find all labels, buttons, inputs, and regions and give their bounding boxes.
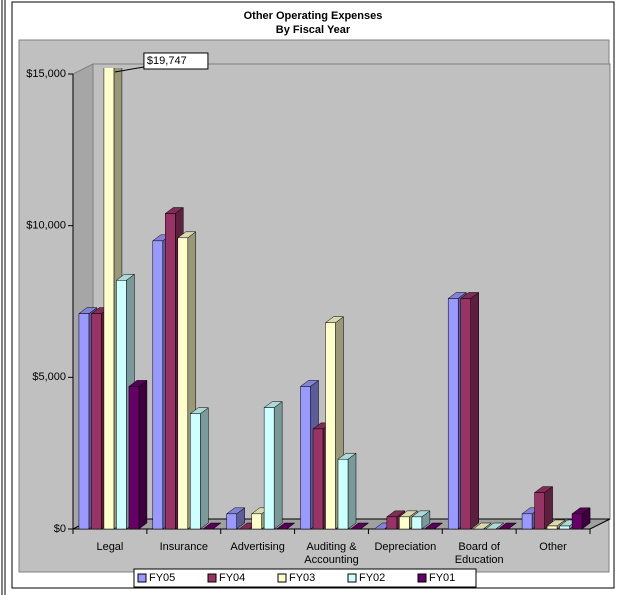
bar-side [273, 401, 283, 530]
bar [447, 298, 459, 530]
x-tick-label: Other [539, 541, 567, 553]
value-label: $19,747 [147, 55, 187, 67]
bar [91, 313, 102, 530]
bar [534, 492, 545, 530]
legend-swatch [417, 573, 427, 583]
y-tick-label: $10,000 [26, 220, 66, 232]
bar-top [484, 522, 505, 530]
bar [411, 516, 423, 530]
y-tick-label: $5,000 [32, 371, 66, 383]
legend-label: FY03 [289, 572, 315, 584]
legend-swatch [277, 573, 287, 583]
bar [386, 516, 398, 530]
bar [190, 413, 201, 530]
bar [546, 525, 558, 530]
bars [78, 68, 591, 530]
callout-box [143, 52, 209, 70]
callout-line [114, 66, 145, 73]
bar [128, 386, 140, 530]
bar [165, 213, 176, 530]
y-tick-label: $15,000 [26, 68, 66, 80]
bar [571, 513, 583, 530]
x-tick-label: Auditing & Accounting [304, 541, 359, 566]
bar-top [202, 522, 222, 530]
bar-top [349, 522, 370, 530]
legend-label: FY05 [149, 572, 175, 584]
legend-label: FY01 [429, 572, 455, 584]
legend: FY05 FY04 FY03 FY02 FY01 [133, 568, 477, 588]
legend-box [133, 568, 477, 588]
bar [103, 68, 115, 530]
legend-swatch [347, 573, 357, 583]
bar [559, 525, 570, 530]
x-tick-label: Legal [96, 541, 124, 553]
bar-side [200, 407, 209, 530]
x-tick-label: Insurance [159, 541, 208, 553]
legend-swatch [137, 573, 147, 583]
bar-top [497, 522, 517, 530]
bar [251, 513, 262, 530]
bar-top [275, 522, 296, 530]
bar [78, 313, 90, 530]
chart-title: Other Operating Expenses [244, 10, 383, 22]
x-tick-label: Advertising [230, 541, 285, 553]
chart-subtitle: By Fiscal Year [276, 24, 351, 36]
legend-label: FY02 [359, 572, 385, 584]
bar [226, 513, 237, 530]
bar [399, 516, 410, 530]
bar [116, 280, 127, 530]
bar [263, 407, 275, 530]
legend-label: FY04 [219, 572, 245, 584]
bar [337, 458, 349, 530]
y-tick-label: $0 [54, 523, 66, 535]
bar [177, 237, 189, 530]
bar-top [423, 522, 444, 530]
bar [460, 298, 471, 530]
bar [312, 428, 324, 530]
bar-side [138, 379, 148, 530]
bar [521, 513, 533, 530]
legend-swatch [207, 573, 217, 583]
bar [325, 322, 336, 530]
x-tick-label: Depreciation [374, 541, 437, 553]
bar-top [472, 522, 492, 530]
x-tick-label: Board of Education [454, 541, 504, 566]
bar-side [470, 291, 479, 530]
bar [300, 386, 311, 530]
bar-side [347, 452, 357, 530]
bar [152, 240, 164, 530]
